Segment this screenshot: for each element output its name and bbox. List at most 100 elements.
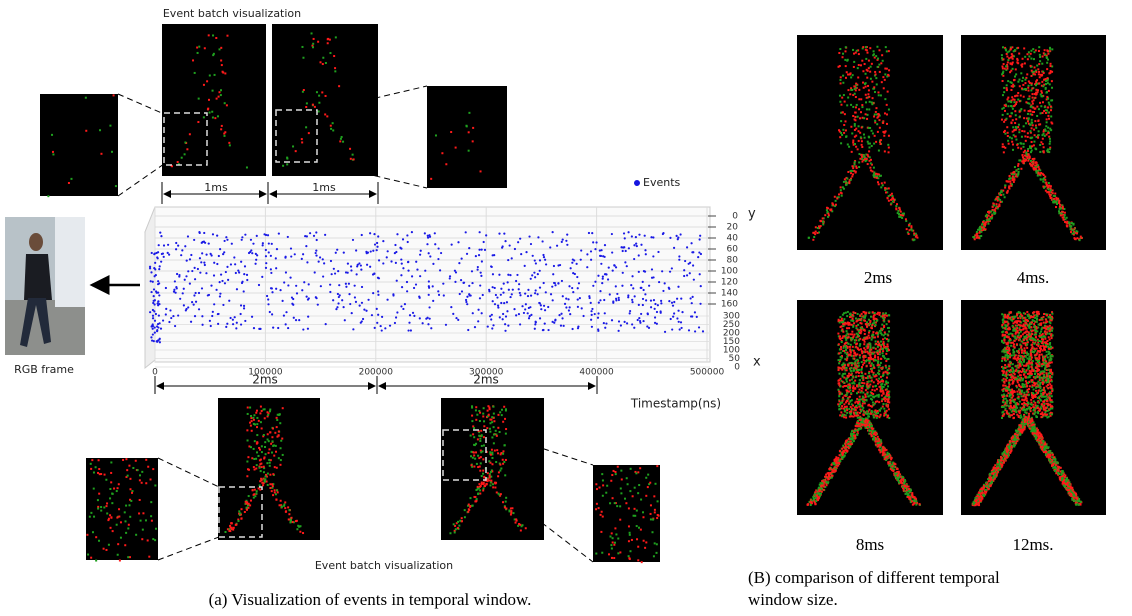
event-pixel (850, 400, 852, 402)
event-pixel (508, 510, 510, 512)
event-pixel (467, 511, 469, 513)
event-pixel (855, 368, 857, 370)
event-pixel (1046, 121, 1048, 123)
event-pixel (880, 94, 882, 96)
event-pixel (1012, 119, 1014, 121)
event-pixel (849, 384, 851, 386)
event-pixel (905, 218, 907, 220)
event-pixel (268, 452, 270, 454)
event-pixel (1003, 87, 1005, 89)
event-dot (434, 243, 436, 245)
event-pixel (866, 118, 868, 120)
event-dot (156, 292, 158, 294)
event-dot (577, 287, 579, 289)
event-pixel (843, 94, 845, 96)
event-pixel (862, 385, 864, 387)
event-dot (357, 264, 359, 266)
event-pixel (480, 450, 482, 452)
event-pixel (1023, 130, 1025, 132)
event-pixel (1033, 73, 1035, 75)
event-pixel (900, 211, 902, 213)
event-pixel (122, 459, 124, 461)
event-pixel (106, 502, 108, 504)
event-pixel (875, 348, 877, 350)
event-pixel (857, 425, 859, 427)
event-pixel (882, 60, 884, 62)
event-pixel (865, 160, 867, 162)
event-dot (330, 260, 332, 262)
event-pixel (1045, 83, 1047, 85)
event-pixel (842, 414, 844, 416)
event-pixel (1030, 160, 1032, 162)
event-pixel (860, 111, 862, 113)
event-pixel (100, 510, 102, 512)
event-dot (660, 310, 662, 312)
event-dot (465, 299, 467, 301)
event-pixel (275, 445, 277, 447)
event-pixel (855, 146, 857, 148)
event-dot (442, 283, 444, 285)
event-pixel (844, 178, 846, 180)
event-pixel (865, 399, 867, 401)
event-pixel (111, 502, 113, 504)
event-pixel (116, 524, 118, 526)
event-pixel (859, 117, 861, 119)
event-dot (650, 236, 652, 238)
event-pixel (873, 116, 875, 118)
event-pixel (230, 527, 232, 529)
event-pixel (839, 393, 841, 395)
event-pixel (1028, 90, 1030, 92)
event-pixel (1066, 225, 1068, 227)
event-pixel (260, 463, 262, 465)
event-pixel (270, 443, 272, 445)
event-dot (479, 284, 481, 286)
event-dot (395, 316, 397, 318)
event-dot (603, 322, 605, 324)
event-pixel (868, 380, 870, 382)
event-pixel (878, 370, 880, 372)
event-dot (243, 273, 245, 275)
event-dot (369, 232, 371, 234)
event-pixel (885, 191, 887, 193)
event-dot (612, 270, 614, 272)
event-pixel (842, 445, 844, 447)
event-pixel (124, 544, 126, 546)
event-pixel (848, 327, 850, 329)
event-pixel (859, 379, 861, 381)
event-pixel (981, 224, 983, 226)
event-pixel (612, 537, 614, 539)
event-pixel (845, 180, 847, 182)
event-pixel (995, 205, 997, 207)
event-dot (561, 317, 563, 319)
event-dot (270, 268, 272, 270)
event-pixel (117, 487, 119, 489)
event-pixel (878, 64, 880, 66)
event-pixel (1021, 66, 1023, 68)
event-pixel (840, 348, 842, 350)
event-dot (530, 278, 532, 280)
event-pixel (85, 130, 87, 132)
event-pixel (988, 215, 990, 217)
event-pixel (840, 346, 842, 348)
event-dot (692, 296, 694, 298)
event-pixel (838, 359, 840, 361)
event-pixel (302, 57, 304, 59)
event-pixel (847, 89, 849, 91)
event-pixel (1057, 198, 1059, 200)
event-dot (518, 313, 520, 315)
event-dot (149, 267, 151, 269)
event-dot (656, 323, 658, 325)
event-pixel (111, 151, 113, 153)
event-pixel (256, 426, 258, 428)
event-pixel (1049, 47, 1051, 49)
event-pixel (95, 466, 97, 468)
event-pixel (93, 516, 95, 518)
event-pixel (858, 98, 860, 100)
event-pixel (619, 505, 621, 507)
event-pixel (878, 401, 880, 403)
event-pixel (851, 132, 853, 134)
event-dot (489, 315, 491, 317)
event-pixel (846, 406, 848, 408)
event-pixel (639, 467, 641, 469)
event-dot (159, 341, 161, 343)
